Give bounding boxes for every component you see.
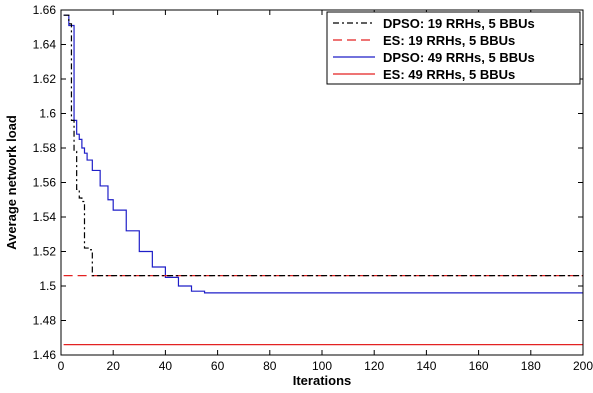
x-tick-label: 80 — [263, 359, 277, 373]
y-tick-label: 1.5 — [39, 279, 56, 293]
tick-layer: 0 20 40 60 80 100 120 140 160 180 200 1.46 1.48 1.5 1.… — [33, 3, 593, 373]
legend-label-dpso-19: DPSO: 19 RRHs, 5 BBUs — [383, 16, 535, 31]
y-axis-label: Average network load — [4, 115, 19, 250]
y-tick-label: 1.66 — [33, 3, 57, 17]
x-tick-label: 140 — [416, 359, 436, 373]
x-axis-label: Iterations — [293, 373, 352, 388]
x-tick-label: 200 — [573, 359, 593, 373]
legend: DPSO: 19 RRHs, 5 BBUs ES: 19 RRHs, 5 BBU… — [326, 11, 581, 85]
x-tick-label: 0 — [58, 359, 65, 373]
legend-box — [326, 11, 581, 85]
y-tick-label: 1.54 — [33, 210, 57, 224]
x-tick-label: 160 — [469, 359, 489, 373]
y-tick-label: 1.46 — [33, 348, 57, 362]
y-tick-label: 1.56 — [33, 176, 57, 190]
x-tick-label: 40 — [159, 359, 173, 373]
legend-entry: DPSO: 49 RRHs, 5 BBUs — [333, 50, 535, 65]
x-tick-label: 20 — [107, 359, 121, 373]
legend-label-es-49: ES: 49 RRHs, 5 BBUs — [383, 67, 515, 82]
legend-entry: DPSO: 19 RRHs, 5 BBUs — [333, 16, 535, 31]
y-tick-label: 1.64 — [33, 38, 57, 52]
legend-entry: ES: 49 RRHs, 5 BBUs — [333, 67, 515, 82]
x-tick-label: 60 — [211, 359, 225, 373]
legend-label-dpso-49: DPSO: 49 RRHs, 5 BBUs — [383, 50, 535, 65]
x-tick-label: 100 — [312, 359, 332, 373]
series-line-0 — [63, 14, 583, 277]
y-tick-label: 1.6 — [39, 107, 56, 121]
y-tick-label: 1.48 — [33, 314, 57, 328]
legend-entry: ES: 19 RRHs, 5 BBUs — [333, 33, 515, 48]
y-tick-label: 1.52 — [33, 245, 57, 259]
x-tick-label: 120 — [364, 359, 384, 373]
series-line-2 — [63, 14, 583, 294]
y-tick-label: 1.62 — [33, 72, 57, 86]
plot-frame — [60, 9, 584, 356]
y-tick-label: 1.58 — [33, 141, 57, 155]
legend-label-es-19: ES: 19 RRHs, 5 BBUs — [383, 33, 515, 48]
series-layer — [63, 14, 583, 346]
x-tick-label: 180 — [521, 359, 541, 373]
